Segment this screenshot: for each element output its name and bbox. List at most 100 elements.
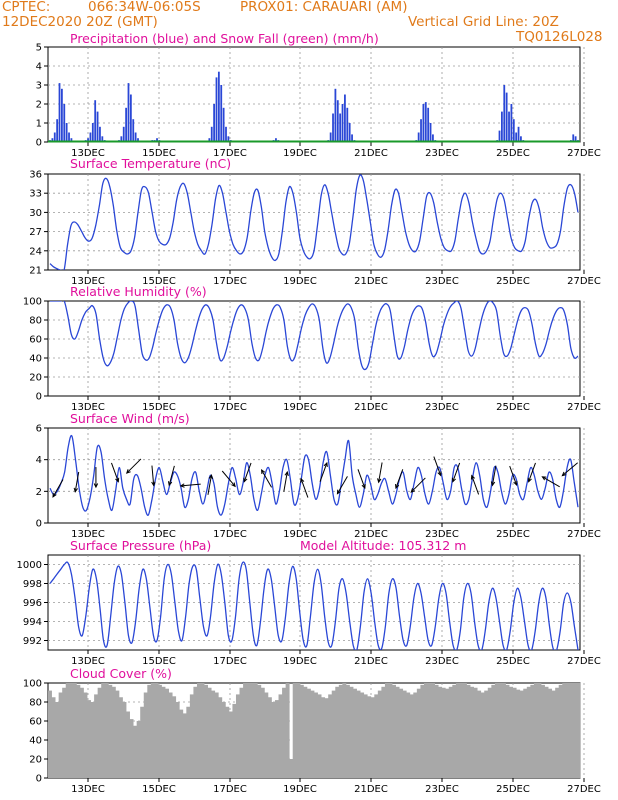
cloud-title: Cloud Cover (%)	[70, 666, 172, 681]
cloud-bar	[157, 684, 162, 778]
wind-arrow-head	[167, 481, 173, 487]
cloud-bar	[58, 692, 63, 778]
precip-bar	[227, 136, 230, 142]
cloud-bar	[484, 690, 489, 778]
pressure-ytick-label: 994	[23, 617, 42, 628]
wind-xtick-label: 23DEC	[425, 529, 459, 540]
wind-arrow-head	[323, 461, 328, 467]
cloud-bar	[455, 683, 460, 778]
wind-xtick-label: 13DEC	[71, 529, 105, 540]
precip-bar	[344, 94, 346, 142]
cloud-bar	[101, 683, 106, 778]
cloud-xtick-label: 25DEC	[496, 784, 530, 795]
precip-bar	[275, 138, 277, 142]
wind-ytick-label: 0	[36, 519, 42, 530]
cloud-bar	[406, 692, 411, 778]
cloud-bar	[466, 684, 471, 778]
temp-ytick-label: 21	[29, 266, 42, 277]
precip-bar	[87, 138, 89, 142]
cloud-bar	[441, 687, 446, 778]
cloud-bar	[477, 690, 482, 778]
cloud-bar	[303, 686, 308, 778]
cloud-bar	[360, 692, 365, 778]
cloud-bar	[133, 725, 138, 778]
pressure-xtick-label: 13DEC	[71, 656, 105, 667]
cloud-bar	[179, 709, 184, 778]
cloud-bar	[558, 684, 563, 778]
cloud-bar	[136, 721, 141, 778]
cloud-bar	[328, 694, 333, 778]
precip-bar	[60, 88, 63, 142]
precip-xtick-label: 19DEC	[283, 148, 317, 159]
cloud-xtick-label: 15DEC	[142, 784, 176, 795]
cloud-bar	[94, 694, 99, 778]
cloud-bar	[413, 692, 418, 778]
cloud-bar	[349, 686, 354, 778]
rh-frame	[47, 300, 581, 397]
wind-arrow	[491, 465, 497, 486]
cloud-ytick-label: 0	[36, 774, 42, 785]
precip-bar	[68, 132, 70, 142]
precip-bar	[134, 132, 137, 142]
rh-ytick-label: 60	[29, 335, 42, 346]
cloud-bar	[285, 683, 290, 778]
header-coords: 066:34W-06:05S	[88, 0, 201, 15]
cloud-bar	[257, 684, 262, 778]
precip-bar	[99, 126, 101, 142]
temp-frame	[47, 173, 581, 271]
precip-xtick-label: 27DEC	[567, 148, 601, 159]
cloud-xtick-label: 17DEC	[213, 784, 247, 795]
precip-ytick-label: 5	[36, 43, 42, 54]
cloud-bar	[72, 683, 77, 778]
cloud-bar	[140, 706, 145, 778]
cloud-ytick-label: 20	[29, 755, 42, 766]
wind-arrow-head	[243, 477, 248, 483]
cloud-bar	[452, 684, 457, 778]
cloud-bar	[51, 697, 56, 778]
precip-bar	[127, 83, 130, 142]
precip-bar	[70, 138, 73, 142]
cloud-bar	[427, 683, 432, 778]
cloud-bar	[374, 694, 379, 778]
header-code: TQ0126L028	[516, 29, 603, 45]
precip-bar	[424, 102, 427, 142]
precip-bar	[125, 107, 128, 142]
wind-arrow-head	[151, 481, 156, 487]
cloud-bar	[533, 683, 538, 778]
rh-xtick-label: 25DEC	[496, 402, 530, 413]
cloud-bar	[90, 702, 95, 778]
precip-bar	[89, 132, 92, 142]
wind-arrow	[207, 475, 212, 495]
cloud-bar	[246, 683, 251, 778]
cloud-bar	[193, 686, 198, 778]
cloud-bar	[384, 683, 389, 778]
cloud-bar	[388, 683, 393, 778]
precip-bar	[515, 132, 518, 142]
wind-arrow	[180, 483, 201, 487]
cloud-bar	[278, 694, 283, 778]
pressure-series-line	[49, 561, 579, 650]
cloud-bar	[338, 684, 343, 778]
wind-arrow	[168, 465, 175, 486]
cloud-bar	[196, 683, 201, 778]
cloud-bar	[111, 686, 116, 778]
precip-bar	[225, 126, 227, 142]
cloud-bar	[168, 692, 173, 778]
cloud-bar	[122, 702, 127, 778]
cloud-bar	[409, 694, 414, 778]
wind-arrow	[433, 456, 442, 476]
precip-bar	[520, 136, 522, 142]
cloud-bar	[494, 683, 499, 778]
rh-ytick-label: 20	[29, 373, 42, 384]
wind-arrow	[52, 479, 64, 498]
cloud-bar	[274, 700, 279, 778]
cloud-bar	[548, 688, 553, 778]
temp-title: Surface Temperature (nC)	[70, 156, 231, 171]
temp-xtick-label: 27DEC	[567, 276, 601, 287]
wind-ytick-label: 2	[36, 487, 42, 498]
cloud-bar	[555, 687, 560, 778]
rh-xtick-label: 19DEC	[283, 402, 317, 413]
temp-panel: 21 24 27 30 33 36 13DEC 15DEC 17DEC 19DEC 21DEC 23D…	[29, 156, 601, 287]
wind-title: Surface Wind (m/s)	[70, 411, 190, 426]
